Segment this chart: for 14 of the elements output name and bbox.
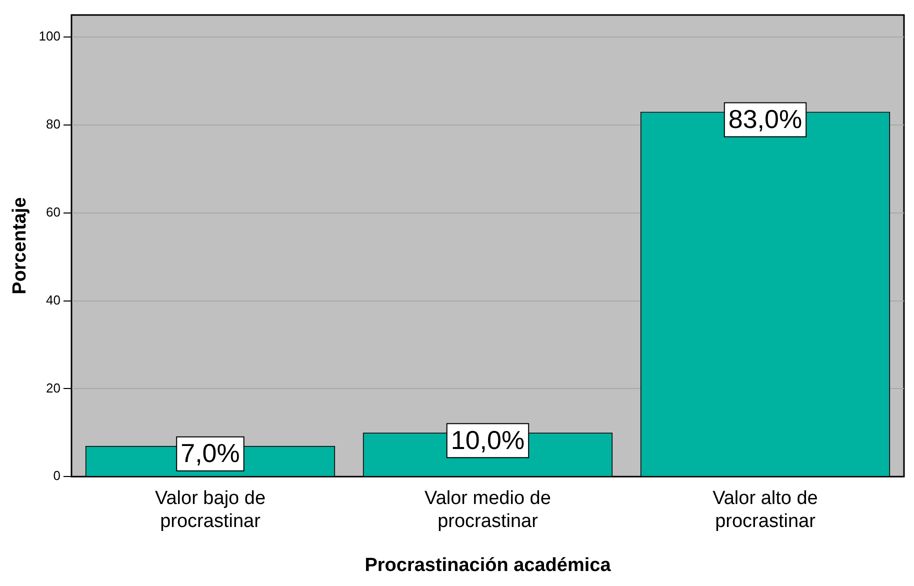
data-label: 83,0% [728,104,802,134]
y-tick-label: 40 [46,292,60,308]
y-tick-label: 80 [46,116,60,132]
x-tick-label: Valor medio de procrastinar [424,488,551,532]
y-axis-title: Porcentaje [10,197,31,294]
y-tick-label: 20 [46,380,60,396]
x-tick-label: Valor bajo de procrastinar [154,488,266,532]
x-tick-label: Valor alto de procrastinar [712,488,818,532]
x-axis-title: Procrastinación académica [364,554,612,576]
y-tick-label: 0 [53,468,60,484]
y-tick-label: 60 [46,204,60,220]
data-label: 7,0% [180,438,240,468]
y-tick-label: 100 [38,28,60,44]
data-label: 10,0% [450,424,525,455]
